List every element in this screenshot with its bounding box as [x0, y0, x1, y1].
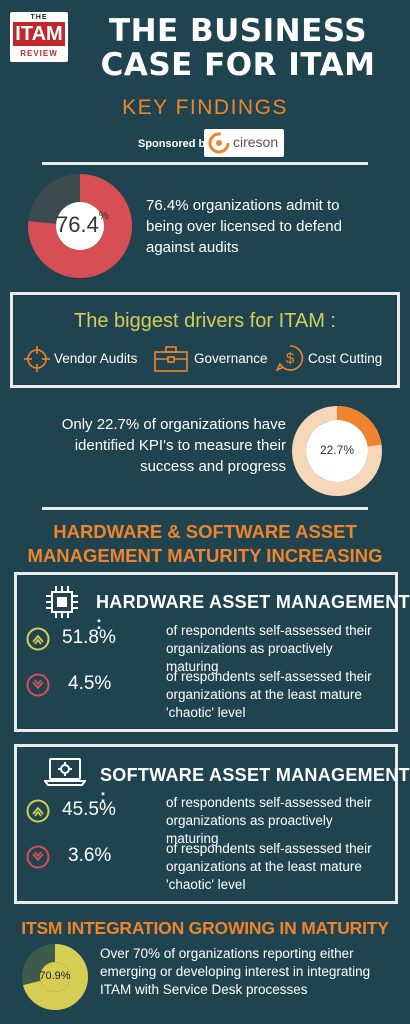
- stat-text: of respondents self-assessed their organ…: [166, 841, 372, 892]
- maturity-heading-line-2: MANAGEMENT MATURITY INCREASING: [27, 545, 383, 566]
- itsm-text: Over 70% of organizations reporting eith…: [100, 946, 371, 997]
- svg-text:$: $: [286, 350, 295, 367]
- kpi-text: Only 22.7% of organizations have identif…: [61, 416, 286, 475]
- software-proactive-value: 45.5%: [62, 799, 116, 821]
- over-licensed-donut: [28, 174, 132, 278]
- logo-itam: ITAM: [13, 22, 65, 46]
- over-licensed-value: 76.4%: [56, 210, 116, 238]
- divider: [42, 162, 368, 165]
- drivers-heading: The biggest drivers for ITAM :: [74, 310, 336, 332]
- software-box: [14, 744, 398, 904]
- subtitle: KEY FINDINGS: [122, 96, 288, 119]
- software-heading: SOFTWARE ASSET MANAGEMENT :: [100, 765, 410, 806]
- divider: [42, 507, 368, 510]
- sponsored-by-label: Sponsored by: [138, 138, 212, 150]
- briefcase-icon: [154, 346, 188, 372]
- hardware-chaotic-value: 4.5%: [68, 673, 111, 695]
- maturity-heading: HARDWARE & SOFTWARE ASSET MANAGEMENT MAT…: [0, 520, 410, 568]
- software-chaotic-value: 3.6%: [68, 845, 111, 867]
- crosshair-icon: [24, 346, 50, 372]
- over-licensed-number: 76.4: [56, 212, 99, 237]
- laptop-gear-icon: [44, 758, 86, 786]
- software-proactive-text: of respondents self-assessed their organ…: [166, 794, 388, 848]
- software-chaotic-text: of respondents self-assessed their organ…: [166, 840, 388, 894]
- stat-text: of respondents self-assessed their organ…: [166, 623, 372, 674]
- logo-review: REVIEW: [20, 49, 58, 58]
- hardware-chaotic-text: of respondents self-assessed their organ…: [166, 668, 388, 722]
- title-line-1: THE BUSINESS: [108, 13, 368, 49]
- chevron-up-icon: [26, 799, 50, 828]
- hardware-proactive-value: 51.8%: [62, 627, 116, 649]
- itsm-value: 70.9%: [39, 970, 71, 982]
- stat-value: 45.5%: [62, 799, 116, 820]
- itam-review-logo: THE ITAM REVIEW: [10, 12, 68, 62]
- itsm-donut: [22, 944, 88, 1010]
- stat-value: 51.8%: [62, 627, 116, 648]
- chevron-up-icon: [26, 627, 50, 656]
- kpi-donut: [292, 406, 382, 496]
- itsm-heading: ITSM INTEGRATION GROWING IN MATURITY: [21, 918, 389, 938]
- hardware-box: [14, 572, 398, 732]
- title-line-2: CASE FOR ITAM: [100, 47, 376, 83]
- stat-text: of respondents self-assessed their organ…: [166, 669, 372, 720]
- driver-label: Vendor Audits: [54, 351, 138, 366]
- cireson-mark-icon: [208, 132, 230, 154]
- over-licensed-unit: %: [98, 210, 109, 222]
- sponsor-logo: cireson: [204, 129, 284, 157]
- dollar-icon: $: [276, 345, 304, 372]
- stat-value: 4.5%: [68, 673, 112, 694]
- chevron-down-icon: [26, 845, 50, 874]
- chevron-down-icon: [26, 673, 50, 702]
- kpi-value: 22.7%: [319, 443, 355, 457]
- over-licensed-text: 76.4% organizations admit to being over …: [146, 197, 342, 256]
- driver-label: Governance: [194, 351, 268, 366]
- page-title: THE BUSINESS CASE FOR ITAM: [78, 14, 398, 82]
- chip-icon: [46, 586, 78, 618]
- logo-the: THE: [30, 14, 48, 21]
- stat-text: of respondents self-assessed their organ…: [166, 795, 372, 846]
- maturity-heading-line-1: HARDWARE & SOFTWARE ASSET: [53, 521, 357, 542]
- drivers-box: [10, 292, 400, 388]
- hardware-heading: HARDWARE ASSET MANAGEMENT :: [96, 592, 410, 633]
- stat-value: 3.6%: [68, 845, 112, 866]
- hardware-proactive-text: of respondents self-assessed their organ…: [166, 622, 388, 676]
- sponsor-name: cireson: [233, 134, 279, 150]
- driver-label: Cost Cutting: [308, 351, 383, 366]
